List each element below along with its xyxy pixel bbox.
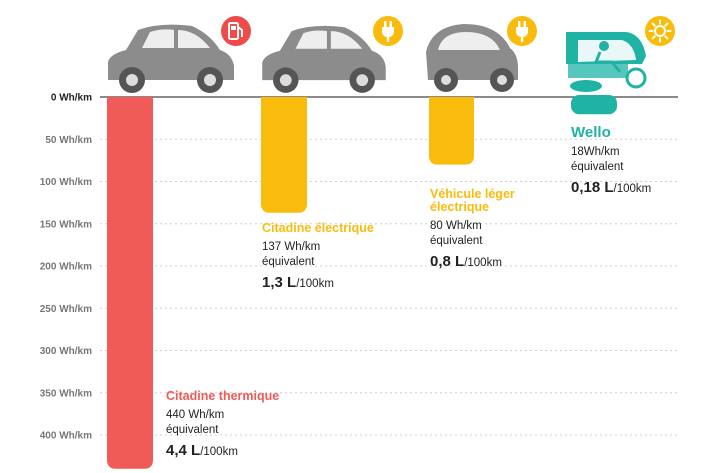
equivalent-label: équivalent xyxy=(430,235,483,247)
y-tick-label: 250 Wh/km xyxy=(40,304,92,315)
liters-value: 0,8 L xyxy=(430,253,464,270)
fuel-equivalent: 0,8 L/100km xyxy=(430,253,502,270)
y-tick-label: 100 Wh/km xyxy=(40,177,92,188)
plug-icon xyxy=(373,16,403,46)
category-name: Véhicule léger xyxy=(430,187,515,201)
liters-value: 1,3 L xyxy=(262,274,296,291)
microcar-window xyxy=(438,32,500,50)
y-tick-label: 50 Wh/km xyxy=(45,135,92,146)
category-name: Wello xyxy=(571,124,611,141)
car-wheel-hub xyxy=(279,74,292,87)
microcar-wheel-hub xyxy=(497,75,507,85)
car-window xyxy=(178,30,210,48)
y-tick-label: 0 Wh/km xyxy=(51,93,92,104)
fuel-equivalent: 1,3 L/100km xyxy=(262,274,334,291)
car-wheel-hub xyxy=(204,74,216,86)
liters-value: 4,4 L xyxy=(166,442,200,459)
y-tick-label: 150 Wh/km xyxy=(40,219,92,230)
bar-label-group: Citadine thermique 440 Wh/km équivalent 4,4… xyxy=(166,389,279,459)
wello-rear-wheel xyxy=(570,80,602,92)
sun-icon xyxy=(645,16,675,46)
per-100km-unit: /100km xyxy=(200,446,238,458)
wello-rider-head xyxy=(599,41,609,51)
consumption-value: 137 Wh/km xyxy=(262,241,320,253)
bar-2 xyxy=(261,97,307,213)
bar-label-group: Citadine électrique 137 Wh/km équivalent 1,… xyxy=(262,221,374,291)
consumption-value: 80 Wh/km xyxy=(430,220,482,232)
liters-value: 0,18 L xyxy=(571,179,614,196)
car-body xyxy=(108,24,234,81)
y-tick-label: 350 Wh/km xyxy=(40,388,92,399)
fuel-pump-icon xyxy=(221,16,251,46)
fuel-equivalent: 0,18 L/100km xyxy=(571,179,651,196)
equivalent-label: équivalent xyxy=(166,424,219,436)
consumption-value: 440 Wh/km xyxy=(166,409,224,421)
equivalent-label: équivalent xyxy=(571,161,624,173)
wello-window xyxy=(578,40,636,62)
vehicles-layer xyxy=(108,16,675,93)
category-name: Citadine électrique xyxy=(262,221,374,235)
bar-3 xyxy=(429,97,474,165)
plug-icon xyxy=(507,16,537,46)
car-wheel-hub xyxy=(356,74,369,87)
per-100km-unit: /100km xyxy=(464,257,502,269)
y-tick-label: 300 Wh/km xyxy=(40,346,92,357)
y-tick-label: 200 Wh/km xyxy=(40,262,92,273)
bar-wello xyxy=(571,95,617,115)
bar-1 xyxy=(107,97,153,469)
car-wheel-hub xyxy=(126,74,138,86)
consumption-value: 18Wh/km xyxy=(571,146,620,158)
car-body xyxy=(262,25,386,81)
y-tick-label: 400 Wh/km xyxy=(40,431,92,442)
equivalent-label: équivalent xyxy=(262,256,315,268)
microcar-wheel-hub xyxy=(441,75,451,85)
grid-layer: 0 Wh/km 50 Wh/km 100 Wh/km 150 Wh/km 200 Wh/… xyxy=(40,93,678,442)
bar-label-group: Wello 18Wh/km équivalent 0,18 L/100km xyxy=(571,124,651,196)
car-window xyxy=(330,31,363,49)
category-name: électrique xyxy=(430,200,489,214)
fuel-equivalent: 4,4 L/100km xyxy=(166,442,238,459)
category-name: Citadine thermique xyxy=(166,389,279,403)
car-window xyxy=(142,29,174,48)
per-100km-unit: /100km xyxy=(296,278,334,290)
per-100km-unit: /100km xyxy=(614,183,652,195)
labels-layer: Citadine thermique 440 Wh/km équivalent 4,4… xyxy=(166,124,651,459)
wello-chassis xyxy=(568,64,628,78)
car-window xyxy=(295,30,327,49)
wello-front-wheel xyxy=(625,67,647,89)
bars-layer xyxy=(107,95,617,469)
